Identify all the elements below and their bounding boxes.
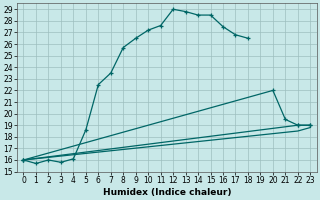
- X-axis label: Humidex (Indice chaleur): Humidex (Indice chaleur): [103, 188, 231, 197]
